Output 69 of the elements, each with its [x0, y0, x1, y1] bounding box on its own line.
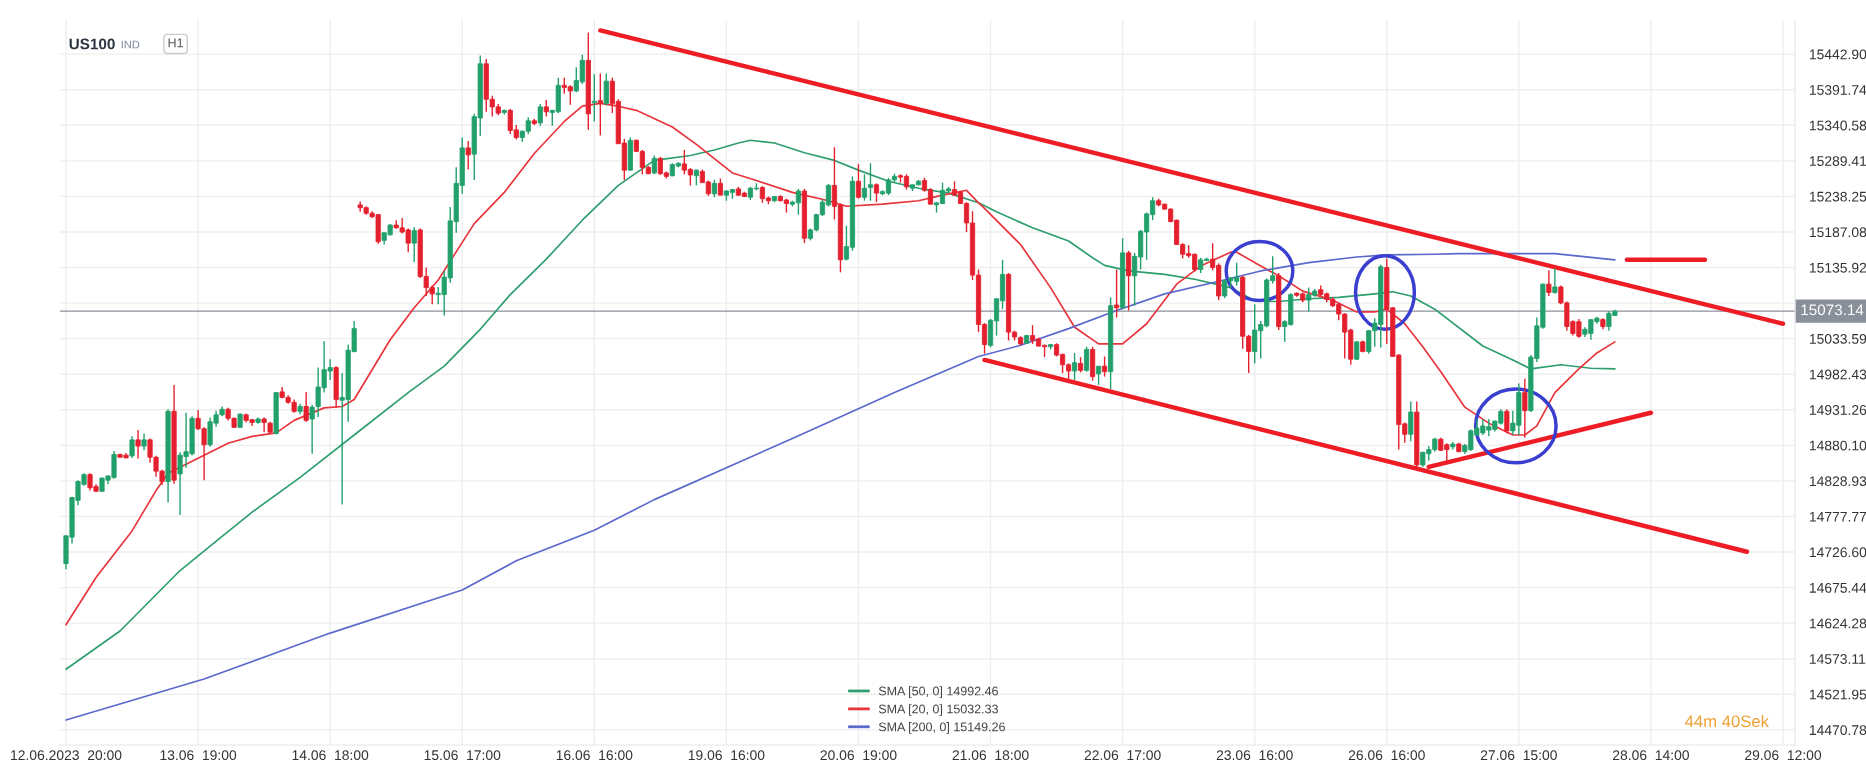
candlestick [411, 226, 417, 263]
x-tick-label: 15.06 17:00 [424, 750, 501, 761]
candlestick [1084, 346, 1090, 373]
annotation: H1 [168, 38, 183, 48]
candlestick [537, 103, 543, 127]
y-tick-label: 15033.59 [1809, 333, 1866, 344]
y-tick-label: 14982.43 [1809, 369, 1866, 380]
candlestick [1504, 408, 1510, 435]
y-tick-label: 14624.28 [1809, 618, 1866, 629]
text: IND [121, 40, 140, 49]
y-tick-label: 14675.44 [1809, 582, 1866, 593]
x-tick-label: 22.06 17:00 [1084, 750, 1161, 761]
y-tick-label: 15442.90 [1809, 49, 1866, 60]
y-tick-label: 15238.25 [1809, 191, 1866, 202]
candlestick [855, 163, 862, 200]
candlestick [309, 404, 315, 455]
candlestick [1102, 355, 1108, 378]
candlestick [861, 173, 868, 202]
y-tick-label: 15340.58 [1809, 120, 1866, 131]
x-tick-label: 28.06 14:00 [1613, 750, 1689, 761]
candlestick [873, 182, 880, 203]
y-tick-label: 15391.74 [1809, 85, 1866, 95]
x-tick-label: 13.06 19:00 [160, 750, 237, 761]
y-tick-label: 14828.93 [1809, 476, 1866, 487]
candlestick [303, 391, 309, 423]
candlestick [1126, 250, 1132, 312]
legend-label: SMA [50, 0] 14992.46 [878, 686, 998, 698]
legend-label: SMA [200, 0] 15149.26 [878, 722, 1005, 734]
y-tick-label: 14470.78 [1809, 725, 1866, 736]
x-tick-label: 29.06 12:00 [1745, 750, 1822, 761]
legend-label: SMA [20, 0] 15032.33 [878, 704, 998, 716]
candlestick [867, 162, 874, 202]
candlestick [1408, 400, 1414, 442]
y-tick-label: 14880.10 [1809, 440, 1866, 451]
ref-line-label: 15073.14 [1801, 304, 1864, 316]
candlestick [1546, 269, 1552, 297]
candlestick [1072, 352, 1078, 381]
y-tick-label: 14521.95 [1809, 689, 1866, 700]
candlestick [129, 435, 135, 459]
y-tick-label: 15135.92 [1809, 262, 1866, 273]
x-tick-label: 16.06 16:00 [556, 750, 633, 761]
candlestick [1354, 340, 1360, 361]
x-tick-label: 27.06 15:00 [1480, 750, 1557, 761]
annotation: 44m 40Sek [1685, 714, 1769, 728]
candlestick [465, 140, 471, 171]
candlestick [1114, 268, 1120, 319]
x-tick-label: 21.06 18:00 [952, 750, 1029, 761]
candlestick [597, 72, 603, 137]
candlestick [135, 429, 141, 460]
y-tick-label: 15289.41 [1809, 156, 1866, 166]
line-series [65, 252, 1616, 721]
x-tick-label: 26.06 16:00 [1348, 750, 1425, 761]
x-tick-label: 20.06 19:00 [820, 750, 897, 761]
y-tick-label: 14726.60 [1809, 547, 1866, 558]
candlestick [591, 73, 597, 123]
x-tick-label: 19.06 16:00 [688, 750, 765, 761]
y-tick-label: 14573.11 [1809, 654, 1866, 664]
x-tick-label: 12.06.2023 20:00 [11, 750, 122, 761]
y-tick-label: 14777.77 [1809, 511, 1866, 522]
x-tick-label: 23.06 16:00 [1216, 750, 1293, 761]
candlestick [1522, 377, 1528, 439]
text: US100 [69, 38, 115, 50]
candlestick [1096, 365, 1102, 386]
y-tick-label: 14931.26 [1809, 405, 1866, 415]
candlestick [261, 416, 267, 433]
candlestick [1552, 267, 1558, 295]
x-tick-label: 14.06 18:00 [292, 750, 369, 761]
y-tick-label: 15187.08 [1809, 227, 1866, 238]
candlestick [603, 72, 609, 107]
